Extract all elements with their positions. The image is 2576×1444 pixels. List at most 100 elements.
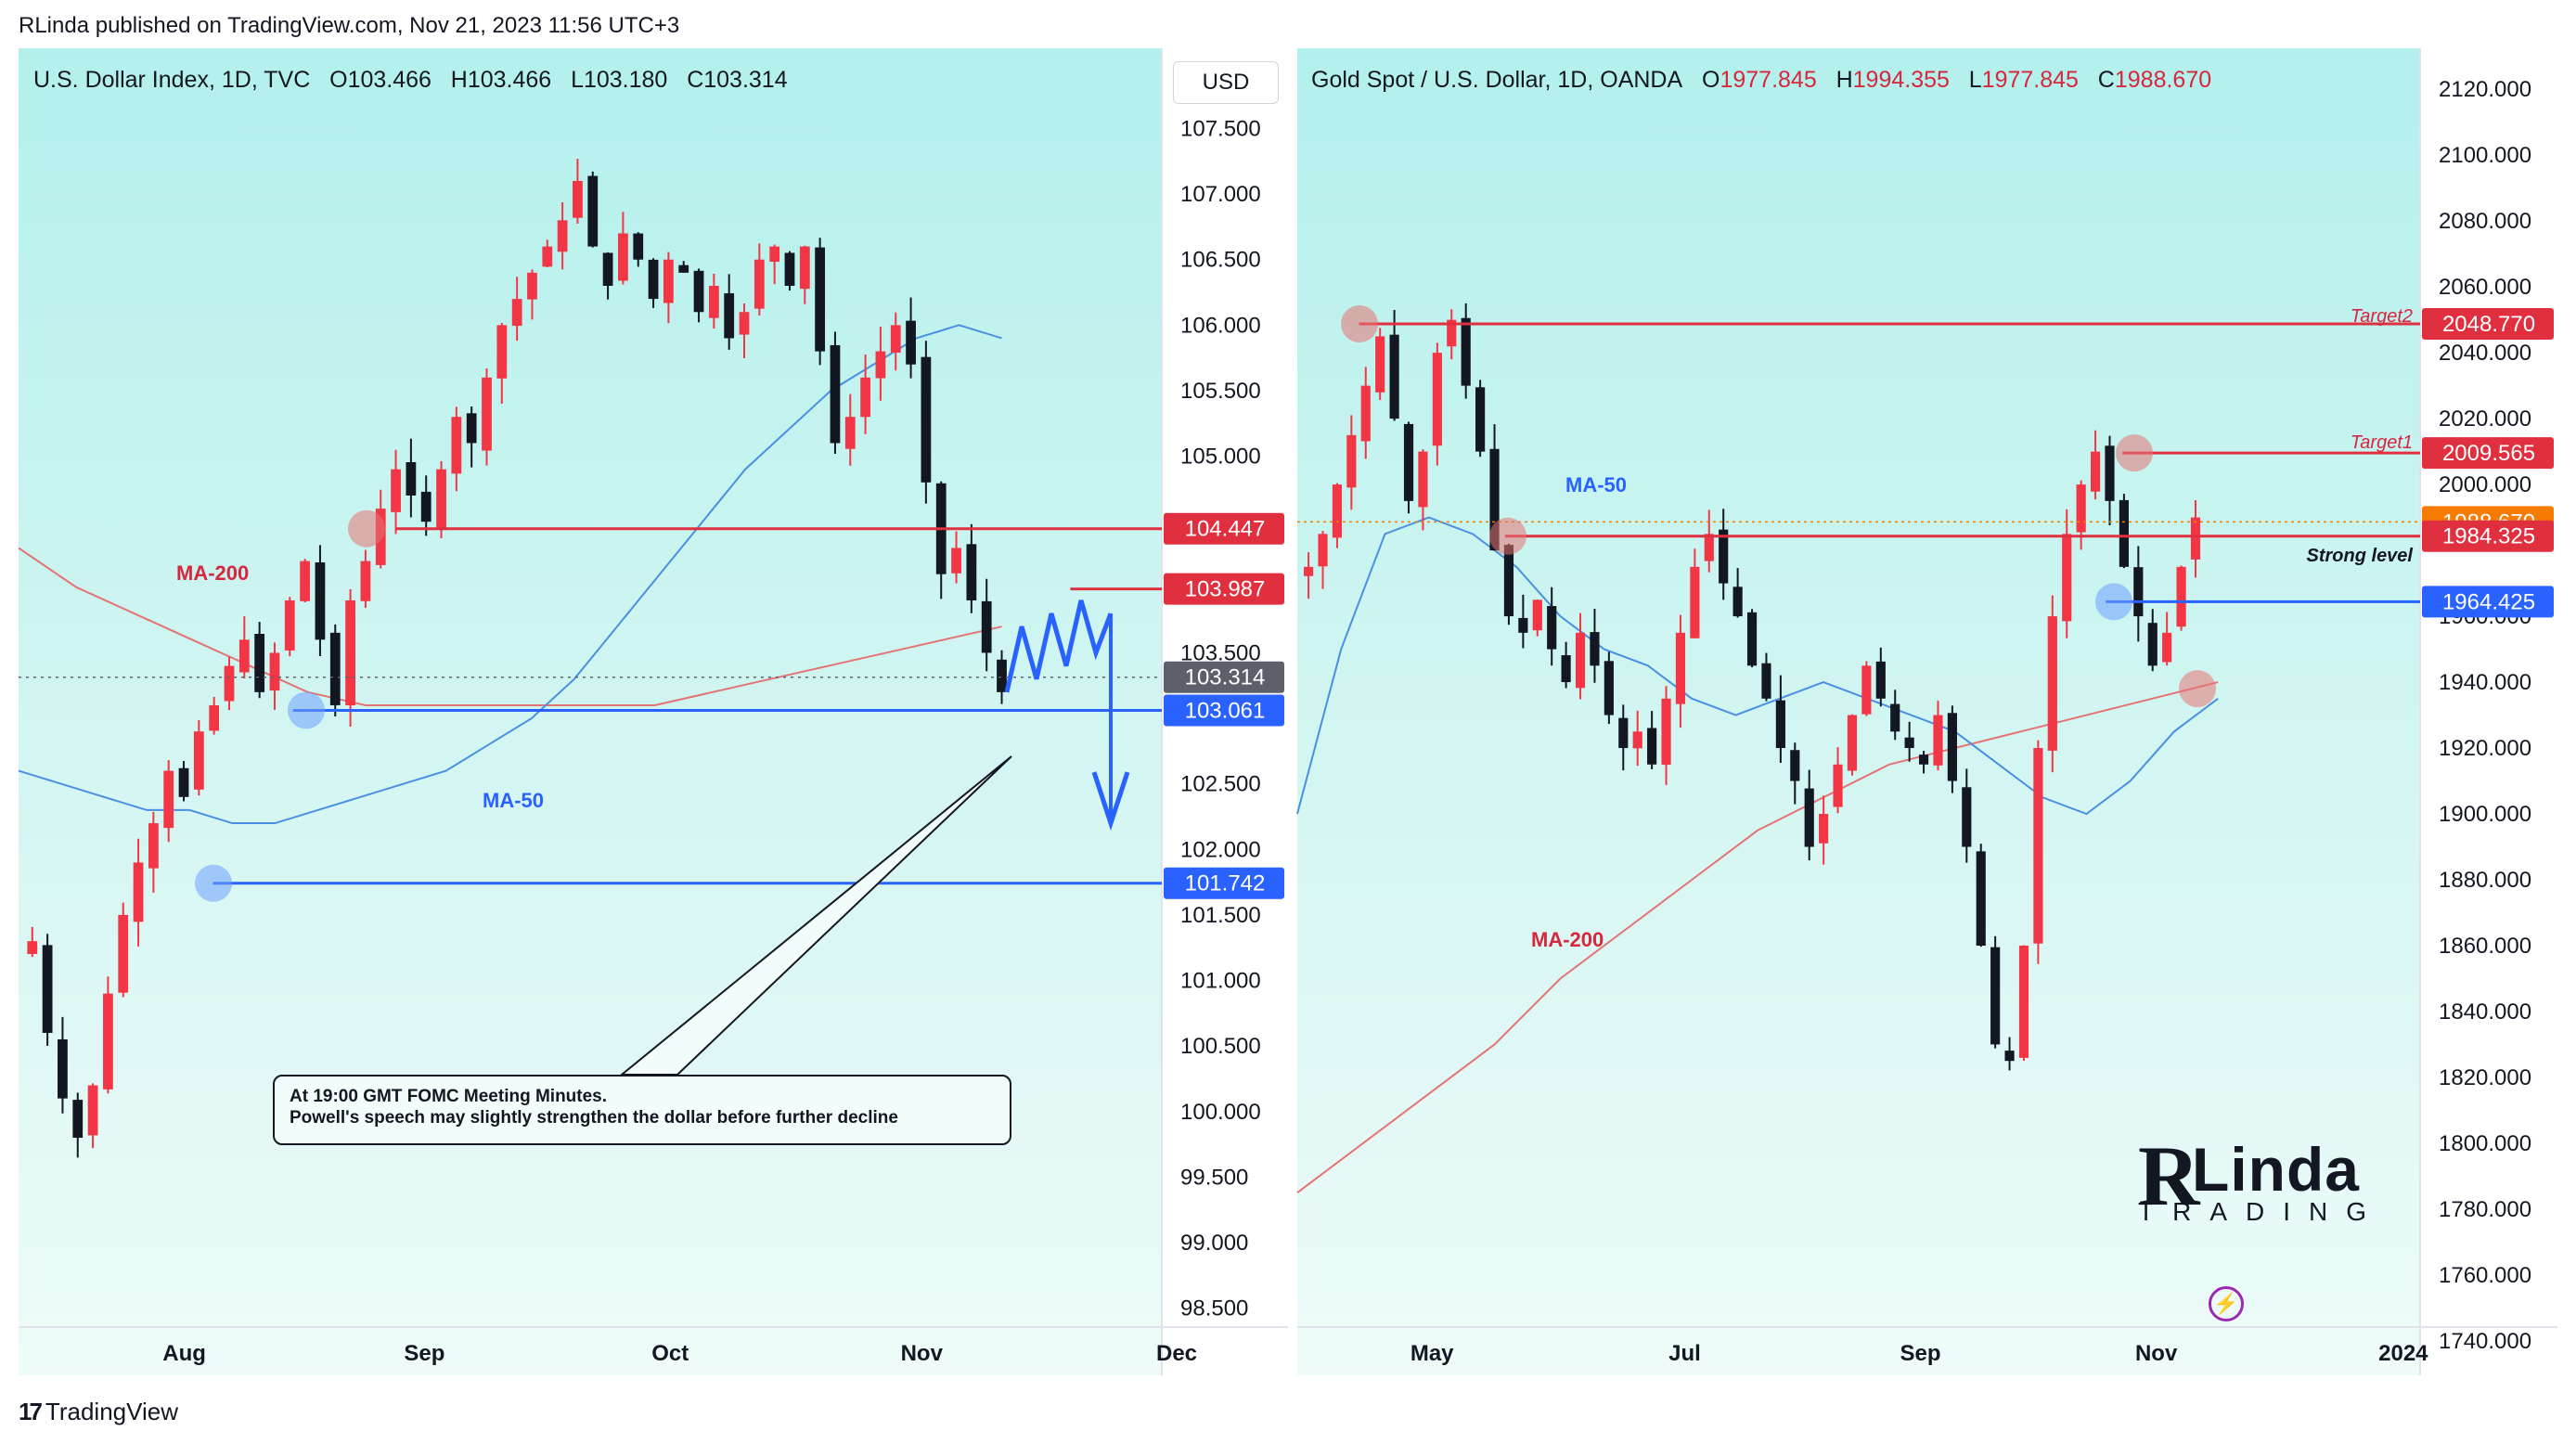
- gold-x-tick: May: [1410, 1341, 1454, 1366]
- brand-word: Linda: [2192, 1135, 2360, 1204]
- dxy-x-tick: Aug: [162, 1341, 206, 1366]
- dxy-pivot-marker: [288, 691, 325, 729]
- dxy-candle-body: [466, 413, 477, 444]
- dxy-high: 103.466: [467, 67, 552, 93]
- dxy-candle-body: [906, 320, 916, 365]
- dxy-candle-body: [542, 246, 553, 267]
- gold-candle-body: [2062, 534, 2072, 622]
- gold-y-tick: 2080.000: [2439, 209, 2531, 234]
- dxy-y-tick: 107.500: [1180, 116, 1261, 141]
- gold-y-tick: 2040.000: [2439, 341, 2531, 366]
- dxy-candle-body: [844, 417, 856, 449]
- dxy-candle-body: [573, 180, 583, 218]
- gold-candle-body: [1375, 336, 1385, 393]
- dxy-ma50-line: [18, 324, 1002, 825]
- dxy-candle-body: [602, 252, 613, 286]
- gold-x-tick: Jul: [1668, 1341, 1701, 1366]
- gold-ma200-line: [1296, 681, 2219, 1193]
- dxy-pivot-marker: [195, 864, 232, 902]
- dxy-candle-body: [193, 731, 204, 790]
- tradingview-footer[interactable]: 17 TradingView: [19, 1398, 178, 1426]
- dxy-candle-body: [921, 356, 932, 483]
- dxy-candle-body: [527, 272, 537, 300]
- gold-candle-body: [1561, 655, 1571, 683]
- dxy-y-tick: 106.500: [1180, 248, 1261, 273]
- dxy-ma200-label: MA-200: [176, 561, 249, 585]
- gold-candle-body: [2105, 445, 2115, 501]
- gold-candle-body: [1489, 448, 1500, 551]
- gold-price-axis[interactable]: [2420, 48, 2557, 1375]
- fomc-note-pointer: [619, 755, 1012, 1076]
- dxy-candle-body: [875, 351, 886, 379]
- dxy-candle-body: [163, 770, 174, 829]
- gold-candle-body: [1346, 434, 1357, 488]
- lightning-icon[interactable]: ⚡: [2209, 1286, 2244, 1322]
- brand-sub: TRADING: [2138, 1197, 2385, 1226]
- dxy-y-tick: 101.000: [1180, 969, 1261, 994]
- gold-y-tick: 1820.000: [2439, 1065, 2531, 1090]
- gold-candle-body: [2047, 616, 2057, 751]
- dxy-level-tag: [1164, 512, 1284, 545]
- dxy-ma200-line: [18, 547, 1002, 706]
- target1-label: Target1: [2351, 432, 2413, 453]
- dxy-candle-body: [981, 600, 992, 653]
- gold-candle-body: [1990, 947, 2001, 1045]
- gold-y-tick: 2100.000: [2439, 143, 2531, 168]
- gold-candle-body: [2119, 499, 2129, 567]
- dxy-low: 103.180: [583, 67, 668, 93]
- dxy-candle-body: [329, 632, 341, 705]
- gold-candle-body: [1518, 617, 1528, 633]
- dxy-y-tick: 98.500: [1180, 1296, 1248, 1322]
- dxy-candle-body: [406, 462, 417, 496]
- dxy-y-tick: 105.500: [1180, 379, 1261, 404]
- dxy-candle-body: [648, 259, 659, 300]
- gold-candle-body: [2076, 484, 2086, 533]
- dxy-pivot-marker: [348, 509, 385, 548]
- dxy-y-tick: 106.000: [1180, 313, 1261, 338]
- gold-level-value: 1964.425: [2442, 589, 2535, 614]
- gold-candle-body: [2018, 945, 2029, 1058]
- gold-y-tick: 1800.000: [2439, 1131, 2531, 1156]
- dxy-x-tick: Nov: [901, 1341, 944, 1366]
- dxy-level-value: 104.447: [1185, 517, 1266, 542]
- gold-level-value: 2048.770: [2442, 312, 2535, 337]
- gold-high: 1994.355: [1852, 67, 1950, 93]
- dxy-candle-body: [238, 639, 250, 673]
- gold-candle-body: [1890, 703, 1900, 732]
- dxy-legend: U.S. Dollar Index, 1D, TVC O103.466 H103…: [33, 67, 788, 93]
- gold-x-tick: Sep: [1900, 1341, 1941, 1366]
- dxy-y-tick: 102.000: [1180, 837, 1261, 862]
- dxy-candle-body: [724, 293, 735, 339]
- gold-candle-body: [1761, 663, 1771, 699]
- gold-y-tick: 1740.000: [2439, 1329, 2531, 1354]
- dxy-candle-body: [209, 704, 220, 731]
- dxy-y-tick: 99.500: [1180, 1165, 1248, 1190]
- gold-candle-body: [1746, 612, 1758, 666]
- dxy-candle-body: [799, 246, 810, 290]
- fomc-note-line1: At 19:00 GMT FOMC Meeting Minutes.: [290, 1087, 608, 1106]
- gold-candle-body: [1432, 353, 1442, 446]
- dxy-candle-body: [72, 1100, 84, 1139]
- gold-candle-body: [2147, 623, 2157, 666]
- gold-candle-body: [1532, 600, 1542, 631]
- gold-candle-body: [1790, 750, 1800, 781]
- fomc-note-line2: Powell's speech may slightly strengthen …: [290, 1108, 898, 1128]
- dxy-candle-body: [42, 945, 53, 1034]
- brand-mark: R: [2138, 1128, 2200, 1223]
- dxy-candle-body: [482, 377, 492, 451]
- gold-open: 1977.845: [1719, 67, 1817, 93]
- gold-ma50-label: MA-50: [1565, 473, 1627, 496]
- dxy-candle-body: [178, 767, 189, 797]
- gold-candle-body: [1675, 632, 1686, 704]
- dxy-candle-body: [678, 264, 689, 273]
- currency-selector[interactable]: USD: [1173, 61, 1279, 104]
- dxy-candle-body: [58, 1038, 68, 1099]
- dxy-candle-body: [739, 312, 750, 335]
- dxy-candle-body: [815, 247, 826, 352]
- gold-candle-body: [2090, 451, 2101, 492]
- gold-candle-body: [1904, 737, 1914, 749]
- dxy-y-tick: 105.000: [1180, 445, 1261, 470]
- gold-y-tick: 2020.000: [2439, 406, 2531, 432]
- dxy-candle-body: [890, 325, 901, 353]
- gold-chart-pane[interactable]: [1297, 48, 2420, 1375]
